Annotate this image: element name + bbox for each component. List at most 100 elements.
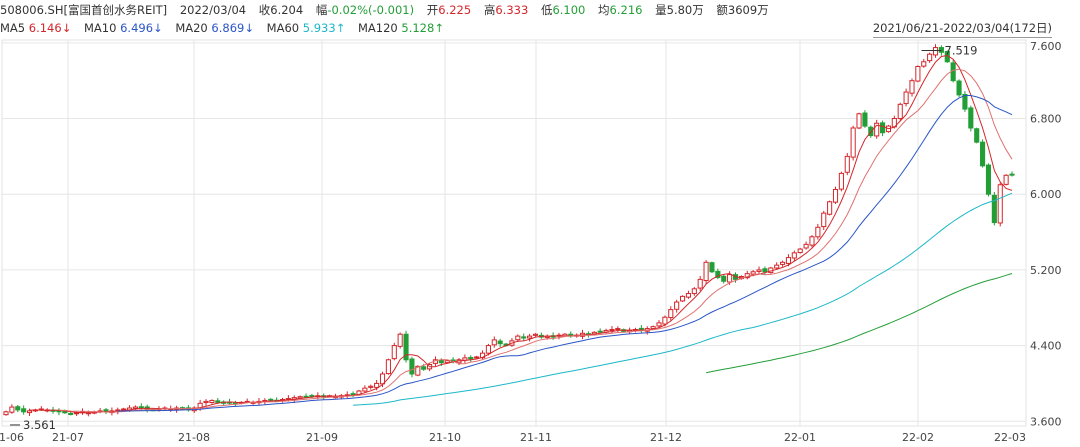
candle-body [821,212,827,228]
open-label: 开 [426,3,439,17]
amount-value: 3609万 [727,3,769,17]
candle-body [915,65,921,82]
ma5-line [29,54,1013,414]
candle-body [662,316,668,325]
candle-body [209,399,215,404]
ma10-line [58,68,1013,413]
candle-body [203,400,209,404]
max-price-label: 7.519 [945,44,978,58]
x-tick-label: 21-12 [650,431,682,444]
candle-body [703,261,709,281]
candle-body [809,236,815,246]
candle-body [521,336,527,339]
candle-body [991,194,997,224]
candle-body [803,243,809,249]
ma20-value: 6.869 [211,21,245,35]
low-label: 低 [540,3,553,17]
candle-body [515,335,521,341]
candle-body [897,103,903,120]
candle-body [844,155,850,173]
candle-body [215,400,221,403]
ma120-arrow: ↑ [434,21,444,35]
x-tick-label: 22-02 [902,431,934,444]
ma5-value: 6.146 [28,21,62,35]
candle-body [444,360,450,364]
candle-body [397,333,403,347]
candle-body [409,358,415,375]
candle-body [685,293,691,298]
high-value: 6.333 [495,3,529,17]
candle-body [350,393,356,396]
candle-body [615,328,621,331]
candle-body [985,164,992,195]
y-tick-label: 7.600 [1030,40,1062,53]
candle-body [268,398,274,401]
candle-body [909,80,915,94]
avg-value: 6.216 [609,3,643,17]
candlestick-chart: 7.600 6.800 6.000 5.200 4.400 3.600 21-06 21-07… [0,39,1062,444]
candle-body [962,93,968,110]
candle-body [938,47,944,53]
candle-body [438,360,444,364]
date-range-selector[interactable]: 2021/06/21-2022/03/04(172日) [872,19,1052,38]
candle-body [309,395,315,398]
ma20-line [117,95,1013,412]
open-value: 6.225 [438,3,472,17]
y-tick-label: 4.400 [1030,340,1062,353]
candle-body [532,333,539,336]
high-label: 高 [483,3,496,17]
candle-body [132,406,138,409]
candle-body [968,107,974,129]
ma5-label: MA5 [0,21,26,35]
plot-frame [1,39,1027,427]
candle-body [880,122,886,134]
candle-body [609,329,615,331]
ma10-value: 6.496 [120,21,154,35]
candle-body [385,359,391,375]
ma120-value: 5.128 [401,21,435,35]
candle-body [827,201,833,215]
x-tick-label: 21-08 [178,431,210,444]
volume-label: 量 [655,3,667,17]
low-value: 6.100 [552,3,586,17]
close-value: 6.204 [270,3,304,17]
min-price-label: 3.561 [23,418,56,432]
candle-body [650,326,656,330]
ma20-label: MA20 [175,21,208,35]
volume-value: 5.80万 [666,3,704,17]
candle-body [15,406,21,411]
candle-body [791,252,797,259]
candle-body [485,345,491,354]
x-tick-label: 22-01 [784,431,816,444]
change-value: -0.02%(-0.001) [327,3,415,17]
ma60-value: 5.933 [302,21,336,35]
candle-body [668,309,674,319]
candle-body [674,301,680,310]
ma60-arrow: ↑ [335,21,346,35]
ma5-arrow: ↓ [61,21,72,35]
x-tick-label: 21-06 [0,431,24,444]
close-label: 收 [258,3,271,17]
candle-body [597,330,603,333]
ma60-line [353,192,1013,406]
x-tick-label: 21-07 [52,431,84,444]
candle-body [856,113,862,129]
ma10-label: MA10 [84,21,117,35]
candle-body [691,288,697,295]
candle-body [927,53,933,62]
security-code-name: 508006.SH[富国首创水务REIT] [0,3,168,17]
candle-body [462,357,468,361]
candle-body [956,80,962,96]
candle-body [932,47,939,56]
candle-body [68,413,74,416]
candle-body [497,340,503,345]
candle-body [756,269,762,272]
y-tick-label: 3.600 [1030,415,1062,428]
avg-label: 均 [598,3,610,17]
candle-body [903,91,909,105]
candle-body [832,188,839,203]
candle-body [679,295,686,302]
candle-body [21,408,27,413]
candle-body [374,382,380,388]
candle-body [862,112,868,127]
